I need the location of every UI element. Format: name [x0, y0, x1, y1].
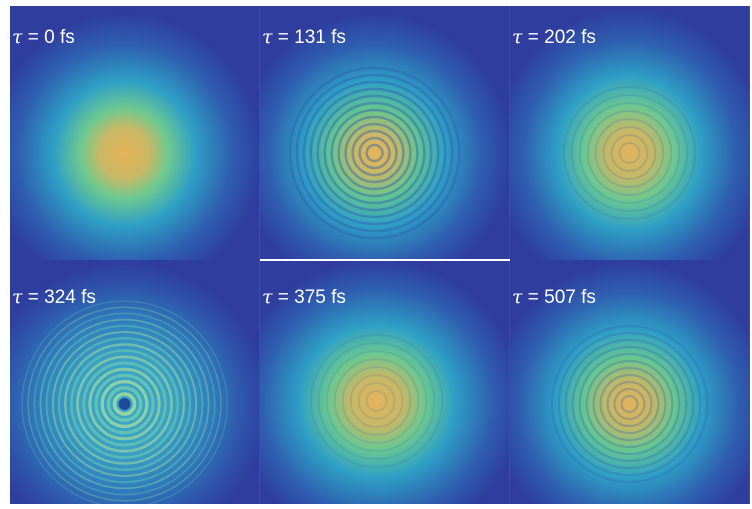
fringe-ring	[570, 94, 689, 212]
fringe-ring	[33, 312, 216, 496]
interference-pattern-image	[10, 6, 259, 260]
interference-image-grid: τ = 0 fs τ = 131 fs	[10, 6, 750, 504]
fringe-ring	[562, 86, 697, 220]
fringe-rings	[309, 334, 444, 468]
fringe-ring	[344, 122, 405, 184]
fringe-ring	[578, 102, 681, 204]
interference-pattern-image	[510, 6, 749, 260]
panel-tau-375: τ = 375 fs	[260, 260, 510, 504]
fringe-ring	[302, 80, 447, 226]
delay-label: τ = 324 fs	[12, 286, 96, 308]
fringe-ring	[564, 338, 695, 470]
fringe-ring	[27, 306, 222, 502]
fringe-ring	[578, 352, 681, 456]
interference-pattern-image	[260, 260, 509, 504]
fringe-ring	[585, 359, 674, 449]
fringe-ring	[82, 361, 167, 447]
delay-label: τ = 375 fs	[262, 286, 346, 308]
fringe-rings	[21, 300, 228, 504]
fringe-ring	[316, 94, 433, 212]
fringe-ring	[606, 380, 653, 428]
delay-label: τ = 507 fs	[512, 286, 596, 308]
fringe-ring	[45, 324, 204, 484]
interference-pattern-image	[510, 260, 749, 504]
fringe-ring	[557, 331, 702, 477]
fringe-ring	[571, 345, 688, 463]
fringe-ring	[39, 318, 210, 490]
fringe-ring	[357, 382, 396, 420]
fringe-ring	[337, 115, 412, 191]
fringe-rings	[562, 86, 697, 220]
panel-divider-line	[260, 259, 510, 261]
fringe-ring	[365, 143, 384, 163]
fringe-ring	[94, 373, 155, 435]
fringe-ring	[309, 334, 444, 468]
fringe-rings	[550, 324, 709, 484]
fringe-ring	[365, 390, 388, 412]
fringe-ring	[349, 374, 404, 428]
interference-pattern-image	[10, 260, 259, 504]
fringe-ring	[330, 108, 419, 198]
fringe-ring	[325, 350, 428, 452]
panel-tau-0: τ = 0 fs	[10, 6, 260, 260]
fringe-ring	[341, 366, 412, 436]
fringe-ring	[51, 330, 198, 478]
panel-tau-131: τ = 131 fs	[260, 6, 510, 260]
fringe-ring	[63, 343, 186, 465]
fringe-ring	[288, 66, 461, 240]
fringe-ring	[323, 101, 426, 205]
fringe-ring	[618, 142, 641, 164]
fringe-rings	[288, 66, 461, 240]
fringe-ring	[21, 300, 228, 504]
interference-pattern-image	[260, 6, 509, 260]
fringe-ring	[602, 126, 657, 180]
fringe-ring	[317, 342, 436, 460]
fringe-ring	[594, 118, 665, 188]
panel-tau-202: τ = 202 fs	[510, 6, 750, 260]
fringe-ring	[309, 87, 440, 219]
fringe-ring	[112, 392, 137, 416]
fringe-ring	[620, 394, 639, 414]
fringe-ring	[351, 129, 398, 177]
delay-label: τ = 131 fs	[262, 26, 346, 48]
panel-tau-507: τ = 507 fs	[510, 260, 750, 504]
fringe-ring	[586, 110, 673, 196]
fringe-ring	[610, 134, 649, 172]
fringe-ring	[613, 387, 646, 421]
fringe-ring	[70, 349, 179, 459]
fringe-ring	[592, 366, 667, 442]
fringe-ring	[76, 355, 173, 453]
fringe-ring	[106, 386, 143, 422]
fringe-ring	[550, 324, 709, 484]
fringe-ring	[599, 373, 660, 435]
fringe-ring	[57, 337, 192, 471]
fringe-ring	[358, 136, 391, 170]
panel-tau-324: τ = 324 fs	[10, 260, 260, 504]
center-dot	[118, 398, 131, 410]
fringe-ring	[333, 358, 420, 444]
fringe-ring	[88, 367, 161, 441]
fringe-ring	[100, 379, 149, 429]
delay-label: τ = 0 fs	[12, 26, 75, 48]
fringe-ring	[295, 73, 454, 233]
delay-label: τ = 202 fs	[512, 26, 596, 48]
